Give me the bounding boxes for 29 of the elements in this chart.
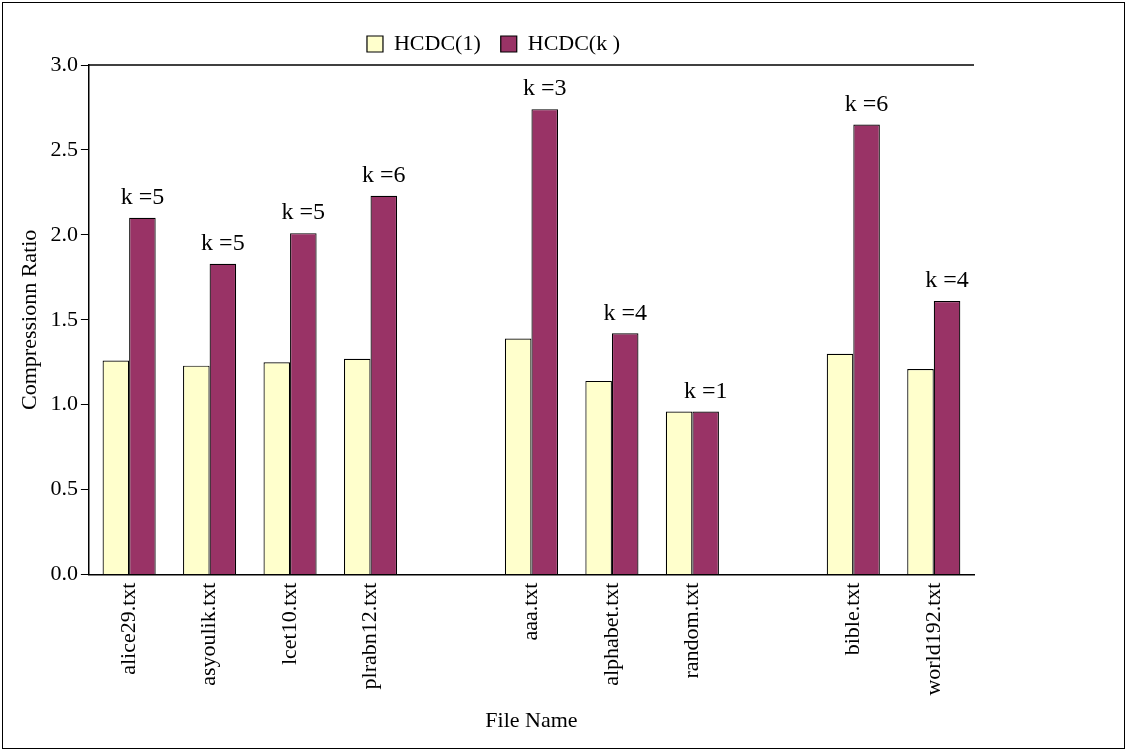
x-axis-title: File Name: [485, 706, 578, 732]
y-tick-label: 2.0: [50, 220, 78, 246]
annotation: k =6: [844, 89, 889, 116]
annotation: k =4: [925, 266, 969, 293]
annotation: k =3: [522, 74, 567, 101]
x-tick-label: asyoulik.txt: [195, 582, 221, 686]
y-tick-label: 2.5: [50, 135, 78, 161]
annotation: k =5: [120, 183, 165, 210]
y-tick-label: 1.5: [50, 305, 78, 331]
x-tick-label: lcet10.txt: [275, 582, 301, 666]
annotation: k =5: [201, 229, 245, 256]
x-tick-label: bible.txt: [839, 582, 865, 656]
x-tick-label: world192.txt: [919, 582, 945, 696]
x-tick-label: random.txt: [678, 582, 704, 679]
y-tick-label: 0.0: [50, 560, 78, 586]
x-tick-label: plrabn12.txt: [356, 582, 382, 690]
y-tick-label: 0.5: [50, 475, 78, 501]
x-tick-label: aaa.txt: [517, 582, 543, 641]
x-tick-label: alice29.txt: [114, 582, 140, 675]
annotation: k =5: [281, 198, 326, 225]
y-tick-label: 1.0: [50, 390, 78, 416]
legend-label: HCDC(k ): [527, 29, 621, 55]
y-tick-label: 3.0: [50, 50, 78, 76]
annotation: k =4: [603, 298, 647, 325]
annotation: k =1: [683, 376, 728, 403]
x-tick-label: alphabet.txt: [597, 582, 623, 686]
y-axis-title: Compressionn Ratio: [15, 229, 41, 410]
legend-label: HCDC(1): [393, 29, 481, 55]
annotation: k =6: [362, 161, 406, 188]
